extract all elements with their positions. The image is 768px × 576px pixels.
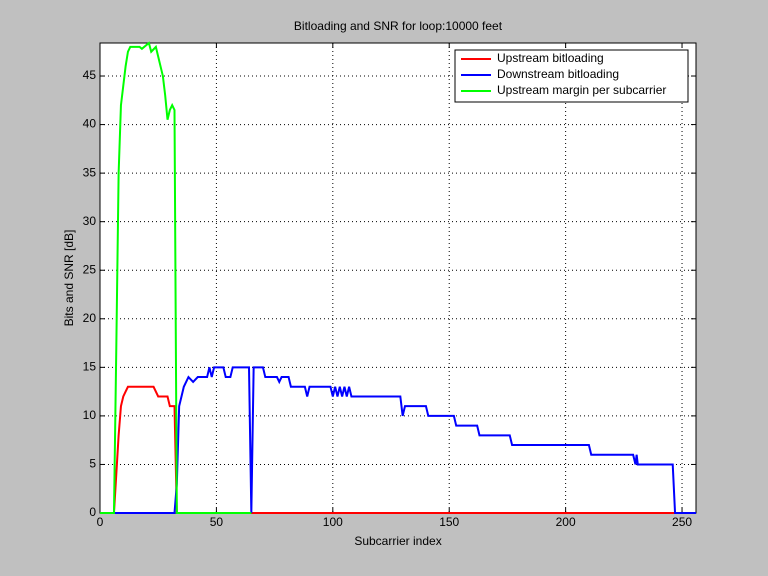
y-tick-label: 40 (83, 117, 97, 131)
legend-label: Upstream margin per subcarrier (497, 83, 666, 97)
y-tick-label: 15 (83, 360, 97, 374)
y-tick-label: 0 (89, 505, 96, 519)
x-tick-label: 200 (556, 515, 576, 529)
legend-label: Upstream bitloading (497, 51, 604, 65)
x-tick-label: 50 (210, 515, 224, 529)
legend-label: Downstream bitloading (497, 67, 619, 81)
y-axis-label: Bits and SNR [dB] (62, 230, 76, 327)
data-line (100, 385, 696, 514)
data-line (100, 41, 252, 514)
x-tick-label: 100 (323, 515, 343, 529)
legend-box (454, 49, 689, 103)
x-tick-label: 0 (97, 515, 104, 529)
y-tick-label: 5 (89, 457, 96, 471)
y-tick-label: 20 (83, 311, 97, 325)
data-line (100, 366, 696, 514)
y-tick-label: 25 (83, 262, 97, 276)
y-tick-label: 45 (83, 68, 97, 82)
x-tick-label: 250 (672, 515, 692, 529)
y-tick-label: 30 (83, 214, 97, 228)
chart-title: Bitloading and SNR for loop:10000 feet (294, 19, 503, 33)
x-tick-label: 150 (439, 515, 459, 529)
y-tick-label: 35 (83, 165, 97, 179)
plot-area (100, 43, 696, 513)
y-tick-label: 10 (83, 408, 97, 422)
x-axis-label: Subcarrier index (354, 534, 441, 548)
